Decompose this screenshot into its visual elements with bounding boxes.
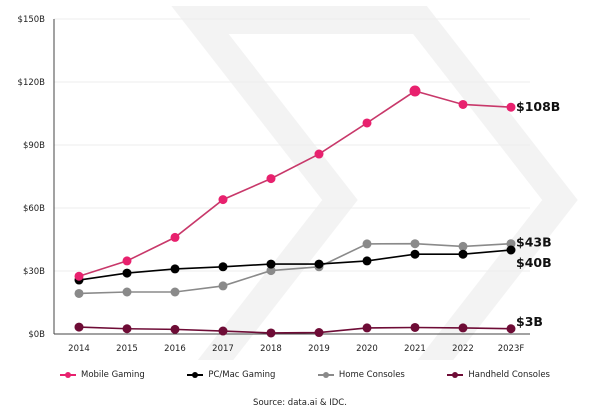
legend-swatch <box>187 372 204 378</box>
data-point <box>218 262 228 272</box>
legend-label: Handheld Consoles <box>468 370 550 380</box>
data-point <box>506 324 516 334</box>
y-tick-label: $30B <box>23 267 45 277</box>
data-point <box>170 324 180 334</box>
data-point <box>458 99 468 109</box>
data-point <box>458 323 468 333</box>
end-label: $108B <box>516 99 560 114</box>
data-point <box>170 232 180 242</box>
data-point <box>506 245 516 255</box>
x-tick-label: 2022 <box>452 344 474 354</box>
legend-label: Mobile Gaming <box>81 370 145 380</box>
data-point <box>74 271 84 281</box>
end-label: $3B <box>516 314 543 329</box>
data-point <box>74 322 84 332</box>
series-line-0 <box>78 90 512 278</box>
series-line-1 <box>78 249 512 281</box>
data-point <box>314 149 324 159</box>
end-label: $43B <box>516 235 552 250</box>
series-line-3 <box>78 326 512 334</box>
legend-item: Handheld Consoles <box>447 370 550 380</box>
legend-item: Mobile Gaming <box>60 370 145 380</box>
legend-label: Home Consoles <box>338 370 405 380</box>
data-point <box>218 281 228 291</box>
x-tick-label: 2016 <box>164 344 186 354</box>
y-tick-label: $0B <box>28 330 45 340</box>
legend-item: PC/Mac Gaming <box>187 370 275 380</box>
legend-swatch <box>317 372 334 378</box>
legend-swatch <box>447 372 464 378</box>
x-tick-label: 2018 <box>260 344 282 354</box>
legend-item: Home Consoles <box>317 370 405 380</box>
source-note: Source: data.ai & IDC. <box>253 398 347 408</box>
x-tick-label: 2019 <box>308 344 330 354</box>
y-tick-label: $90B <box>23 141 45 151</box>
data-point <box>506 239 516 249</box>
data-point <box>362 239 372 249</box>
line-chart: $0B $30B $60B $90B $120B $150B 2014 2015 2016 201… <box>18 6 578 360</box>
data-point <box>122 256 132 266</box>
data-point <box>458 249 468 259</box>
data-point <box>266 174 276 184</box>
end-label: $40B <box>516 255 552 270</box>
data-point <box>362 256 372 266</box>
legend-label: PC/Mac Gaming <box>208 370 276 380</box>
data-point <box>409 85 421 97</box>
data-point <box>170 264 180 274</box>
data-point <box>74 288 84 298</box>
data-point <box>362 118 372 128</box>
data-point <box>122 324 132 334</box>
data-point <box>218 195 228 205</box>
x-tick-label: 2015 <box>116 344 138 354</box>
x-tick-label: 2023F <box>498 344 525 354</box>
data-point <box>266 259 276 269</box>
data-point <box>122 287 132 297</box>
data-point <box>458 241 468 251</box>
legend-swatch <box>60 372 76 378</box>
data-point <box>170 287 180 297</box>
x-tick-label: 2021 <box>404 344 426 354</box>
y-tick-label: $60B <box>23 204 45 214</box>
data-point <box>266 328 276 338</box>
data-point <box>506 102 516 112</box>
data-point <box>218 326 228 336</box>
data-point <box>122 268 132 278</box>
y-tick-label: $150B <box>18 15 46 25</box>
series-line-2 <box>78 242 512 295</box>
watermark-shape <box>171 6 578 360</box>
data-point <box>314 328 324 338</box>
data-point <box>362 323 372 333</box>
x-tick-label: 2017 <box>212 344 234 354</box>
x-tick-label: 2014 <box>68 344 90 354</box>
y-tick-label: $120B <box>18 78 46 88</box>
data-point <box>314 259 324 269</box>
data-point <box>410 322 420 332</box>
legend: Mobile Gaming PC/Mac Gaming Home Consoles H… <box>60 370 550 380</box>
data-point <box>410 239 420 249</box>
x-tick-label: 2020 <box>356 344 378 354</box>
data-point <box>410 249 420 259</box>
data-point <box>266 266 276 276</box>
